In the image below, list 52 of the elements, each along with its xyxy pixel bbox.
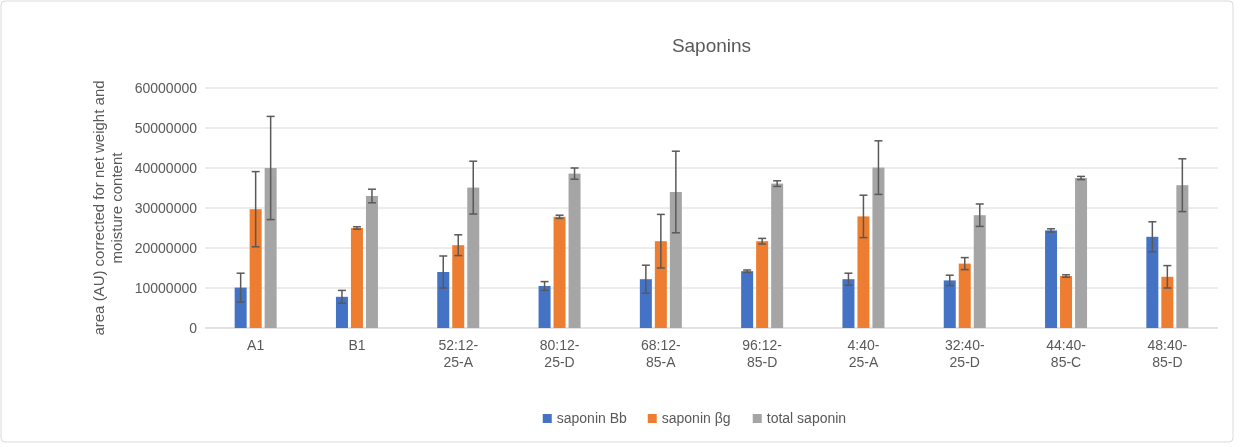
bar: [437, 272, 450, 328]
bar: [234, 287, 247, 328]
bar: [1045, 230, 1058, 328]
bar: [264, 168, 277, 328]
x-tick-label: B1: [348, 337, 366, 353]
bar: [365, 196, 378, 328]
bar: [857, 216, 870, 328]
bar: [771, 183, 784, 328]
y-tick-label: 60000000: [134, 79, 198, 96]
bar: [1161, 276, 1174, 328]
bar: [1146, 236, 1159, 328]
bar: [756, 241, 769, 328]
bar: [553, 216, 566, 328]
bar: [958, 263, 971, 328]
y-tick-label: 20000000: [134, 239, 198, 256]
bar: [842, 279, 855, 328]
y-tick-label: 40000000: [134, 159, 198, 176]
bar: [538, 286, 551, 328]
chart-title: Saponins: [671, 35, 752, 56]
x-tick-label: 80:12-25-D: [539, 337, 580, 370]
bar: [1176, 185, 1189, 328]
y-tick-label: 30000000: [134, 199, 198, 216]
bar: [943, 280, 956, 328]
legend-label: saponin βg: [661, 410, 731, 426]
bar: [1075, 178, 1088, 328]
x-tick-label: 96:12-85-D: [742, 337, 783, 370]
x-tick-label: A1: [247, 337, 265, 353]
x-tick-label: 4:40-25-A: [847, 337, 880, 370]
legend-label: saponin Bb: [556, 410, 628, 426]
x-tick-label: 48:40-85-D: [1147, 337, 1188, 370]
bar: [335, 296, 348, 328]
bar: [669, 192, 682, 328]
y-axis-title: area (AU) corrected for net weight and moisture content: [90, 80, 125, 336]
bar: [741, 271, 754, 328]
x-tick-label: 68:12-85-A: [641, 337, 682, 370]
x-tick-label: 32:40-25-D: [944, 337, 985, 370]
y-tick-label: 50000000: [134, 119, 198, 136]
bar: [639, 279, 652, 328]
legend-label: total saponin: [766, 410, 847, 426]
y-tick-label: 0: [189, 319, 198, 336]
bar: [249, 209, 262, 328]
bar: [568, 173, 581, 328]
bar: [973, 215, 986, 328]
x-tick-label: 44:40-85-C: [1046, 337, 1087, 370]
x-tick-label: 52:12-25-A: [438, 337, 479, 370]
bar: [452, 245, 465, 328]
bar: [654, 241, 667, 328]
bar: [350, 228, 363, 328]
y-tick-label: 10000000: [134, 279, 198, 296]
bar: [1060, 276, 1073, 328]
bar: [467, 187, 480, 328]
bar: [872, 167, 885, 328]
